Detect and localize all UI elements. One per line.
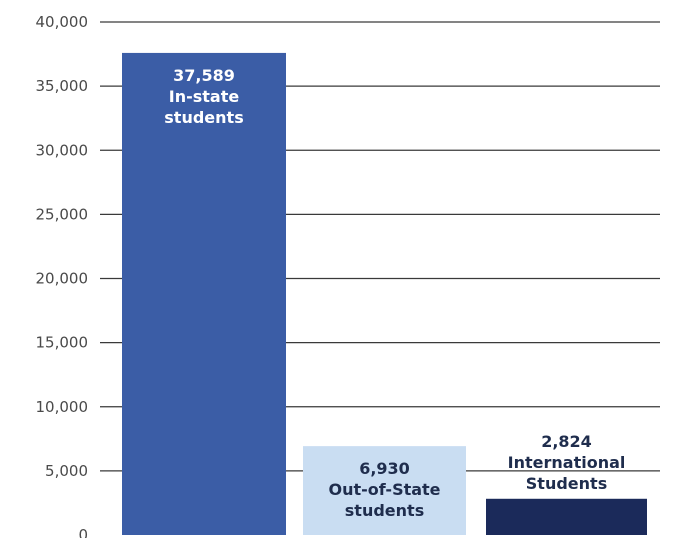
y-tick-label: 10,000 bbox=[36, 398, 89, 416]
bar-data-label: 37,589 In-state students bbox=[164, 66, 243, 127]
bar-data-labels: 37,589 In-state students 6,930 Out-of-State s… bbox=[164, 66, 625, 520]
bar-data-label-line: In-state bbox=[169, 87, 240, 106]
bar-data-label-line: students bbox=[345, 501, 424, 520]
y-tick-label: 15,000 bbox=[36, 334, 89, 352]
y-tick-label: 30,000 bbox=[36, 141, 89, 159]
y-tick-label: 0 bbox=[78, 526, 88, 538]
bars bbox=[122, 52, 647, 535]
bar bbox=[303, 446, 466, 535]
bar-data-label-line: 2,824 bbox=[541, 432, 592, 451]
bar-data-label-line: International bbox=[508, 453, 626, 472]
bar bbox=[486, 498, 647, 535]
bar-data-label: 2,824 International Students bbox=[508, 432, 626, 493]
y-tick-label: 35,000 bbox=[36, 77, 89, 95]
bar-data-label-line: 6,930 bbox=[359, 459, 410, 478]
y-tick-label: 20,000 bbox=[36, 270, 89, 288]
y-tick-label: 40,000 bbox=[36, 13, 89, 31]
bar-data-label-line: 37,589 bbox=[173, 66, 235, 85]
bar bbox=[122, 52, 286, 535]
bar-data-label-line: Students bbox=[526, 474, 607, 493]
bar-data-label-line: students bbox=[164, 108, 243, 127]
bar-data-label-line: Out-of-State bbox=[328, 480, 440, 499]
y-tick-label: 25,000 bbox=[36, 205, 89, 223]
y-axis-tick-labels: 0 5,000 10,000 15,000 20,000 25,000 30,000 35,0… bbox=[36, 13, 89, 543]
y-tick-label: 5,000 bbox=[45, 462, 88, 480]
bar-data-label: 6,930 Out-of-State students bbox=[328, 459, 440, 520]
